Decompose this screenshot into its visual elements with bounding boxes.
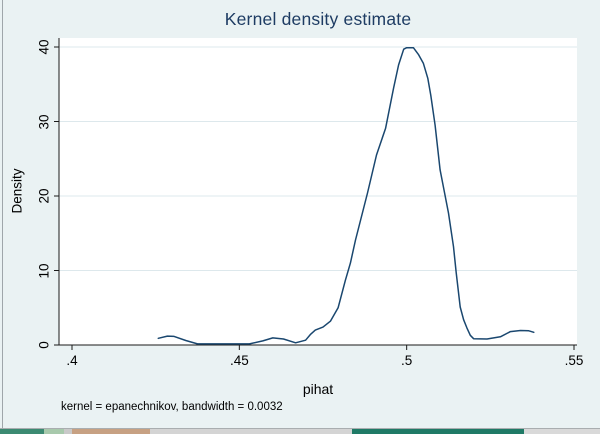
background-window-segment-6: [524, 429, 600, 434]
x-tick-label-.45: .45: [229, 353, 249, 368]
chart-title: Kernel density estimate: [224, 9, 412, 29]
plot-area: [59, 38, 577, 345]
x-tick-label-.5: .5: [401, 353, 413, 368]
window-border-left: [2, 0, 3, 428]
window-border-bottom: [0, 428, 600, 429]
x-tick-label-.55: .55: [564, 353, 584, 368]
background-window-segment-1: [44, 429, 64, 434]
x-tick-label-.4: .4: [66, 353, 78, 368]
y-axis-label: Density: [9, 168, 25, 214]
background-window-segment-4: [150, 429, 352, 434]
background-window-segment-5: [352, 429, 524, 434]
y-tick-label-10: 10: [36, 262, 52, 279]
background-window-segment-0: [0, 429, 44, 434]
kde-curve: [157, 46, 535, 345]
x-axis-label: pihat: [302, 381, 334, 397]
background-window-segment-2: [64, 429, 72, 434]
y-tick-label-0: 0: [36, 341, 52, 349]
y-tick-label-40: 40: [36, 39, 52, 55]
background-window-segment-3: [72, 429, 150, 434]
y-tick-label-20: 20: [36, 188, 52, 204]
y-tick-label-30: 30: [36, 113, 52, 130]
background-windows-strip: [0, 429, 600, 434]
kernel-note: kernel = epanechnikov, bandwidth = 0.003…: [61, 401, 283, 413]
